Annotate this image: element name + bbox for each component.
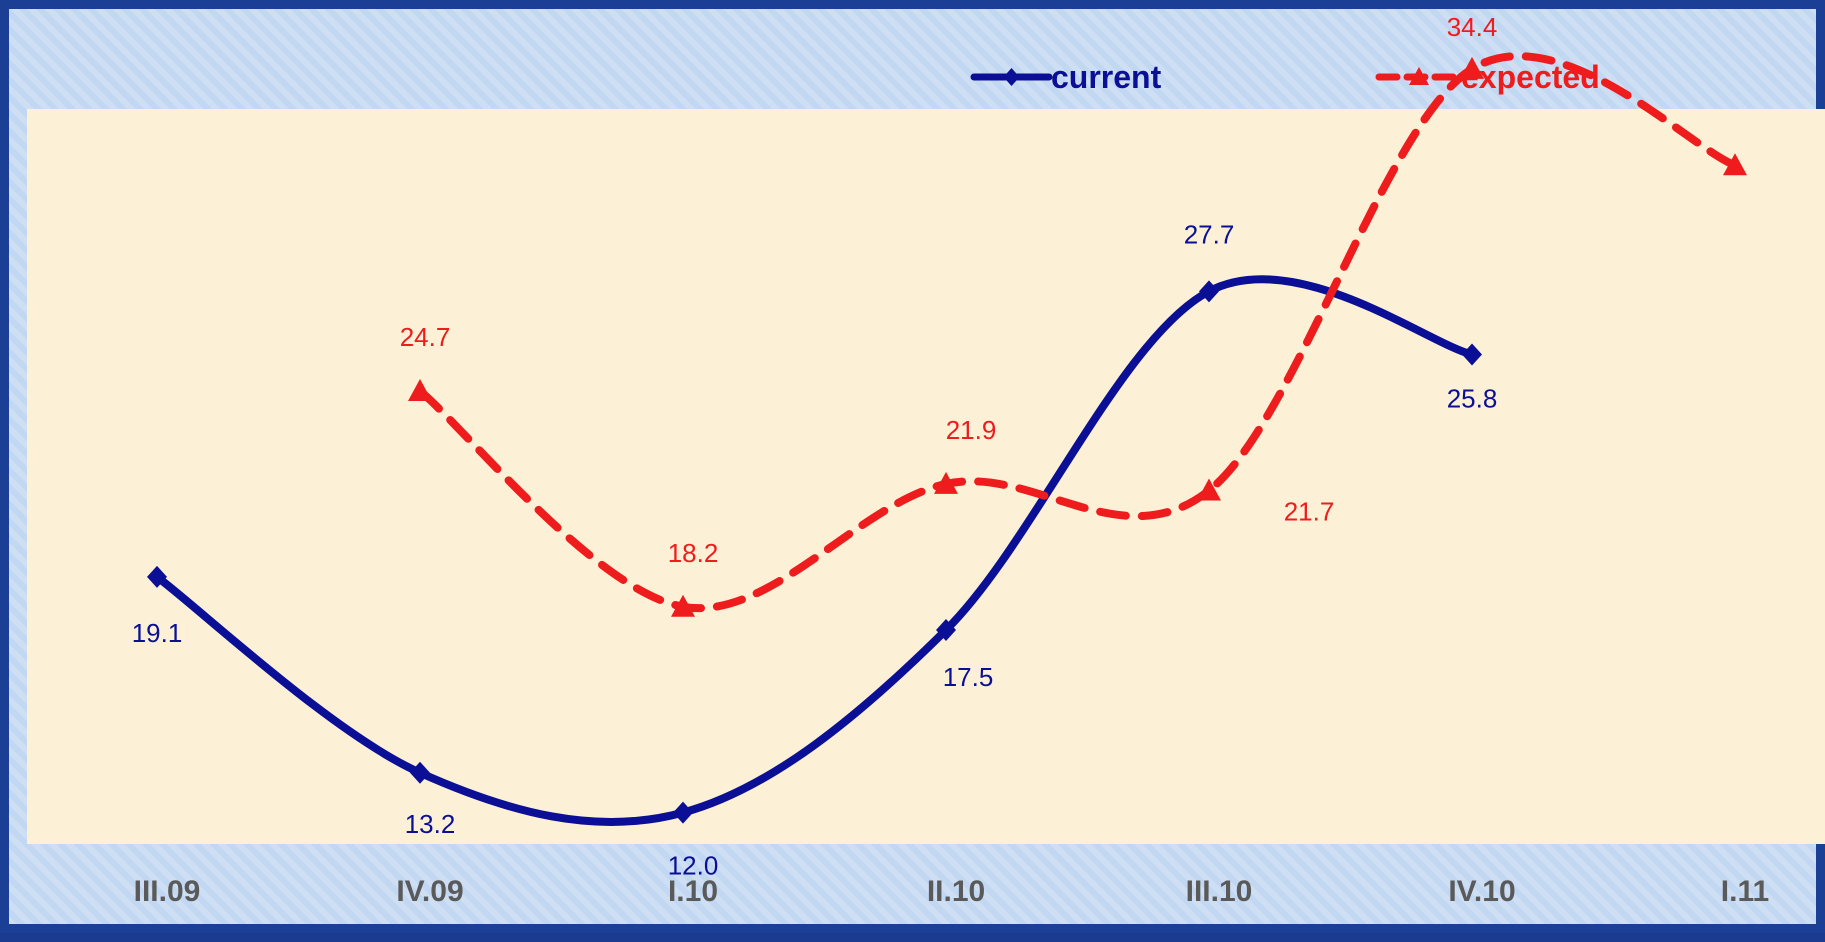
x-tick-label-IV.09: IV.09 xyxy=(396,875,463,908)
legend-marker-expected xyxy=(1409,67,1429,85)
line-chart: 19.1 13.2 12.0 17.5 27.7 25.8 24.7 18.2 21.9 21.7… xyxy=(27,12,1825,908)
marker-current-I.10 xyxy=(673,801,693,824)
data-label-current-I.10: 12.0 xyxy=(668,851,719,881)
legend-label-expected: expected xyxy=(1461,59,1600,95)
data-label-expected-III.10: 21.7 xyxy=(1284,497,1335,527)
marker-expected-II.10 xyxy=(934,471,958,494)
x-tick-label-I.10: I.10 xyxy=(668,875,718,908)
data-label-expected-II.10: 21.9 xyxy=(946,415,997,445)
legend-marker-current xyxy=(1003,68,1020,86)
x-tick-label-III.09: III.09 xyxy=(134,875,201,908)
legend: current expected xyxy=(970,59,1600,95)
series-line-expected xyxy=(416,52,1739,613)
x-tick-label-II.10: II.10 xyxy=(927,875,985,908)
marker-current-II.10 xyxy=(936,619,956,641)
marker-current-IV.10 xyxy=(1462,343,1482,366)
x-tick-label-IV.10: IV.10 xyxy=(1448,875,1515,908)
marker-expected-I.11 xyxy=(1723,153,1747,176)
legend-label-current: current xyxy=(1051,59,1162,95)
data-label-expected-I.10: 18.2 xyxy=(668,538,719,568)
plot-area xyxy=(27,109,1825,844)
x-axis: III.09 IV.09 I.10 II.10 III.10 IV.10 I.11 xyxy=(134,875,1770,908)
data-label-expected-IV.10: 34.4 xyxy=(1447,12,1498,42)
data-label-current-IV.09: 13.2 xyxy=(405,809,456,839)
marker-expected-I.10 xyxy=(671,594,695,617)
marker-expected-IV.10 xyxy=(1460,56,1484,79)
data-labels: 19.1 13.2 12.0 17.5 27.7 25.8 24.7 18.2 21.9 21.7… xyxy=(132,12,1498,881)
marker-current-III.09 xyxy=(147,565,167,588)
x-tick-label-III.10: III.10 xyxy=(1186,875,1253,908)
data-label-current-IV.10: 25.8 xyxy=(1447,383,1498,413)
data-label-current-II.10: 17.5 xyxy=(943,662,994,692)
data-label-expected-IV.09: 24.7 xyxy=(400,322,451,352)
series-layer xyxy=(147,52,1747,826)
x-tick-label-I.11: I.11 xyxy=(1721,875,1769,908)
marker-current-IV.09 xyxy=(410,761,430,784)
marker-expected-IV.09 xyxy=(408,378,432,401)
data-label-current-III.09: 19.1 xyxy=(132,618,183,648)
series-line-current xyxy=(153,275,1476,826)
marker-expected-III.10 xyxy=(1197,478,1221,501)
data-label-current-III.10: 27.7 xyxy=(1184,219,1235,249)
marker-current-III.10 xyxy=(1199,280,1219,303)
